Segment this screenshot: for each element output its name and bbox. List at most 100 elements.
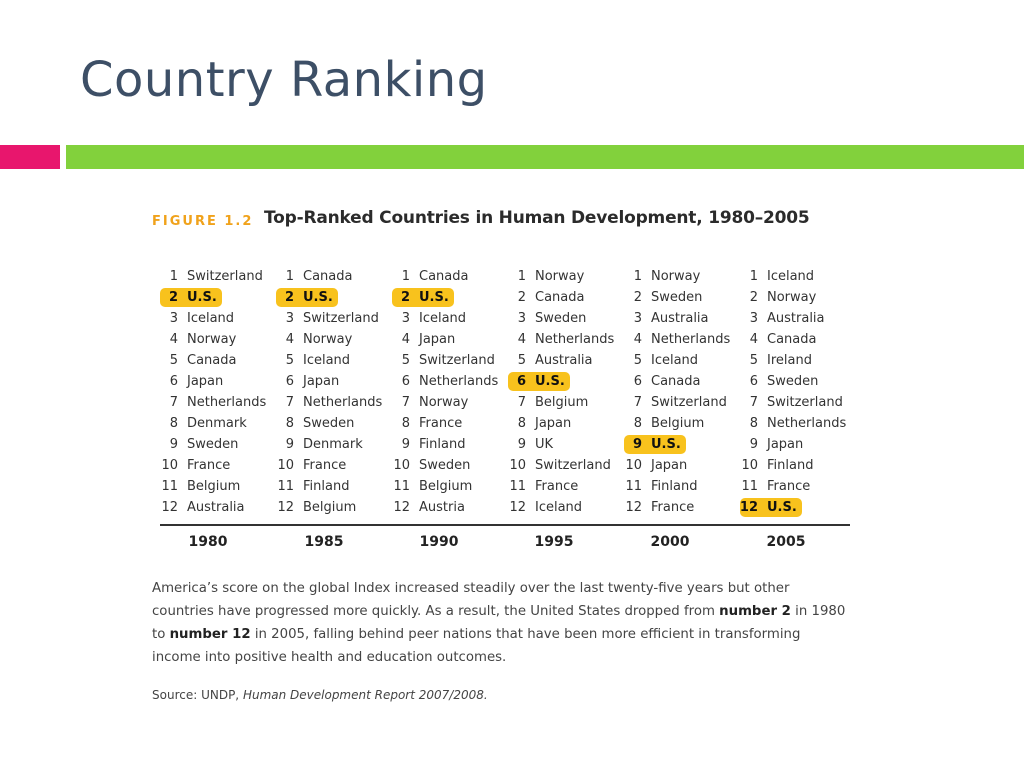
rank-row: 3 Iceland <box>158 309 278 330</box>
country-name: U.S. <box>303 290 333 305</box>
rank-number: 4 <box>401 332 410 347</box>
country-name: Belgium <box>535 395 589 410</box>
country-name: France <box>187 458 231 473</box>
country-name: Netherlands <box>303 395 383 410</box>
rank-row: 8 Denmark <box>158 414 278 435</box>
rank-row: 5 Iceland <box>274 351 394 372</box>
rank-number: 1 <box>517 269 526 284</box>
rank-row: 2 Norway <box>738 288 858 309</box>
rank-row: 5 Australia <box>506 351 626 372</box>
rank-number: 10 <box>277 458 294 473</box>
country-name: France <box>419 416 463 431</box>
rank-row: 8 Japan <box>506 414 626 435</box>
country-name: Iceland <box>535 500 583 515</box>
rank-row: 2 Sweden <box>622 288 742 309</box>
rank-row: 2 Canada <box>506 288 626 309</box>
country-name: Canada <box>535 290 585 305</box>
country-name: Japan <box>535 416 572 431</box>
rank-number: 8 <box>749 416 758 431</box>
rank-row: 9 UK <box>506 435 626 456</box>
rank-number: 7 <box>169 395 178 410</box>
rank-number: 11 <box>161 479 178 494</box>
rank-column-1985: 1 Canada 2 U.S. 3 Switzerland 4 Norway 5 Iceland 6… <box>274 267 394 519</box>
rank-row: 1 Norway <box>622 267 742 288</box>
country-name: Belgium <box>651 416 705 431</box>
rank-number: 6 <box>285 374 294 389</box>
year-label-1990: 1990 <box>419 534 459 550</box>
country-name: Japan <box>303 374 340 389</box>
country-name: Switzerland <box>535 458 611 473</box>
rank-column-1990: 1 Canada 2 U.S. 3 Iceland 4 Japan 5 Switzerland 6 N… <box>390 267 510 519</box>
figure-label: FIGURE 1.2 <box>152 214 254 229</box>
rank-row: 9 Finland <box>390 435 510 456</box>
country-name: Switzerland <box>767 395 843 410</box>
rank-row: 5 Switzerland <box>390 351 510 372</box>
year-label-2000: 2000 <box>650 534 690 550</box>
country-name: Switzerland <box>303 311 379 326</box>
rank-row: 12 Australia <box>158 498 278 519</box>
country-name: Australia <box>651 311 709 326</box>
caption-bold-1: number 2 <box>719 604 791 619</box>
rank-number: 9 <box>749 437 758 452</box>
rank-number: 8 <box>517 416 526 431</box>
rank-row: 11 France <box>738 477 858 498</box>
accent-bar-green <box>66 145 1024 169</box>
rank-number: 5 <box>285 353 294 368</box>
country-name: Sweden <box>187 437 239 452</box>
rank-number: 9 <box>632 437 642 452</box>
country-name: Japan <box>187 374 224 389</box>
rank-number: 3 <box>285 311 294 326</box>
rank-row: 10 France <box>274 456 394 477</box>
country-name: Iceland <box>767 269 815 284</box>
rank-number: 1 <box>401 269 410 284</box>
country-name: Norway <box>303 332 353 347</box>
country-name: U.S. <box>535 374 565 389</box>
rank-number: 7 <box>517 395 526 410</box>
caption-text-3: in 2005, falling behind peer nations tha… <box>152 627 801 665</box>
rank-number: 3 <box>749 311 758 326</box>
rank-column-2005: 1 Iceland 2 Norway 3 Australia 4 Canada 5 Ireland… <box>738 267 858 519</box>
rank-number: 5 <box>401 353 410 368</box>
country-name: Switzerland <box>651 395 727 410</box>
highlight-box <box>392 288 454 307</box>
rank-number: 10 <box>509 458 526 473</box>
rank-number: 11 <box>277 479 294 494</box>
rank-number: 12 <box>739 500 758 515</box>
rank-number: 8 <box>169 416 178 431</box>
rank-row: 1 Norway <box>506 267 626 288</box>
ranking-table: 1 Switzerland 2 U.S. 3 Iceland 4 Norway 5 Canada 6… <box>158 267 858 519</box>
rank-number: 5 <box>517 353 526 368</box>
year-label-1980: 1980 <box>188 534 228 550</box>
country-name: U.S. <box>419 290 449 305</box>
rank-number: 7 <box>749 395 758 410</box>
rank-number: 6 <box>633 374 642 389</box>
rank-row-highlighted: 2 U.S. <box>390 288 510 309</box>
source-title: Human Development Report 2007/2008. <box>242 688 488 702</box>
country-name: Canada <box>419 269 469 284</box>
country-name: Netherlands <box>535 332 615 347</box>
rank-row: 10 Sweden <box>390 456 510 477</box>
rank-number: 3 <box>517 311 526 326</box>
rank-row: 8 Belgium <box>622 414 742 435</box>
country-name: Austria <box>419 500 465 515</box>
rank-row: 3 Sweden <box>506 309 626 330</box>
rank-column-2000: 1 Norway 2 Sweden 3 Australia 4 Netherlands 5 Ice… <box>622 267 742 519</box>
country-name: Sweden <box>767 374 819 389</box>
rank-row: 12 Austria <box>390 498 510 519</box>
rank-number: 5 <box>633 353 642 368</box>
country-name: Netherlands <box>419 374 499 389</box>
country-name: U.S. <box>187 290 217 305</box>
rank-number: 11 <box>741 479 758 494</box>
figure-source: Source: UNDP, Human Development Report 2… <box>152 688 852 702</box>
country-name: Australia <box>535 353 593 368</box>
rank-row: 6 Netherlands <box>390 372 510 393</box>
rank-row-highlighted: 9 U.S. <box>622 435 742 456</box>
rank-row: 6 Japan <box>158 372 278 393</box>
rank-number: 6 <box>749 374 758 389</box>
rank-row: 4 Norway <box>158 330 278 351</box>
country-name: U.S. <box>767 500 797 515</box>
country-name: Denmark <box>303 437 363 452</box>
country-name: Switzerland <box>187 269 263 284</box>
rank-number: 11 <box>625 479 642 494</box>
country-name: Norway <box>187 332 237 347</box>
